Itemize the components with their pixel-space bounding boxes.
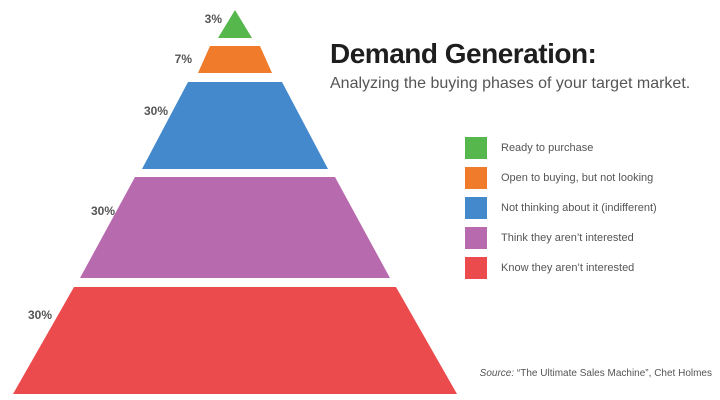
legend-item-indifferent: Not thinking about it (indifferent) [465, 197, 657, 219]
chart-title: Demand Generation: [330, 38, 597, 69]
tier-percent-think-not-interested: 30% [90, 204, 115, 218]
legend-item-open: Open to buying, but not looking [465, 167, 657, 189]
legend-swatch-ready [465, 137, 487, 159]
legend-item-know-not-interested: Know they aren’t interested [465, 257, 657, 279]
legend-swatch-indifferent [465, 197, 487, 219]
source-label: Source: [479, 368, 515, 379]
tier-percent-know-not-interested: 30% [27, 308, 52, 322]
legend-label-indifferent: Not thinking about it (indifferent) [501, 202, 657, 214]
legend: Ready to purchase Open to buying, but no… [465, 137, 657, 287]
legend-label-ready: Ready to purchase [501, 142, 594, 154]
legend-label-think-not-interested: Think they aren’t interested [501, 232, 634, 244]
tier-percent-open: 7% [174, 52, 192, 66]
tier-percent-indifferent: 30% [143, 104, 168, 118]
legend-label-know-not-interested: Know they aren’t interested [501, 262, 635, 274]
legend-swatch-open [465, 167, 487, 189]
tier-percent-ready: 3% [204, 12, 222, 26]
pyramid-tier-think-not-interested [80, 177, 390, 278]
pyramid-tier-know-not-interested [13, 287, 457, 394]
legend-swatch-know-not-interested [465, 257, 487, 279]
source-text: “The Ultimate Sales Machine”, Chet Holme… [514, 368, 712, 379]
chart-subtitle: Analyzing the buying phases of your targ… [330, 75, 691, 92]
legend-label-open: Open to buying, but not looking [501, 172, 654, 184]
pyramid-tier-open [198, 46, 272, 73]
legend-swatch-think-not-interested [465, 227, 487, 249]
pyramid-tier-indifferent [142, 82, 328, 169]
pyramid-tier-ready [218, 10, 252, 38]
legend-item-think-not-interested: Think they aren’t interested [465, 227, 657, 249]
legend-item-ready: Ready to purchase [465, 137, 657, 159]
source-note: Source: “The Ultimate Sales Machine”, Ch… [480, 368, 712, 379]
